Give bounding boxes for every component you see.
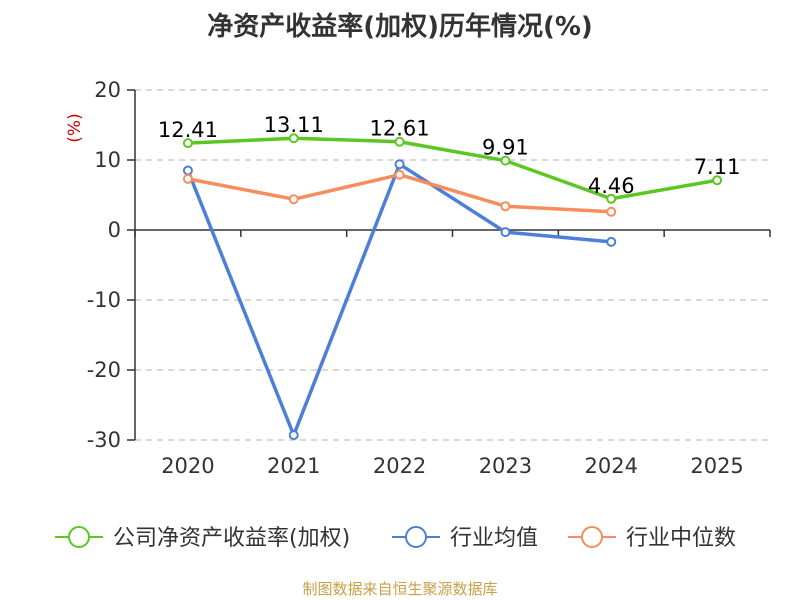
series-line-0	[187, 136, 718, 201]
x-tick-label-2022: 2022	[373, 454, 426, 478]
series-2-point-2024	[606, 206, 617, 217]
y-tick-label--30: -30	[87, 428, 121, 452]
legend-marker-1	[405, 526, 427, 548]
data-label-2023: 9.91	[482, 136, 529, 160]
y-tick-label-10: 10	[94, 148, 121, 172]
series-0-point-2024	[606, 193, 617, 204]
y-tick-label--20: -20	[87, 358, 121, 382]
y-axis-unit-label: (%)	[65, 113, 85, 142]
legend-label-2: 行业中位数	[626, 526, 736, 551]
axes	[127, 89, 771, 441]
series-1-point-2024	[606, 236, 617, 247]
series-0-point-2025	[712, 175, 723, 186]
y-tick-label-0: 0	[108, 218, 121, 242]
legend-label-1: 行业均值	[450, 526, 538, 551]
chart-title: 净资产收益率(加权)历年情况(%)	[207, 12, 593, 42]
series-0-point-2021	[288, 133, 299, 144]
data-label-2024: 4.46	[588, 174, 635, 198]
grid-lines	[135, 89, 770, 441]
x-tick-label-2021: 2021	[267, 454, 320, 478]
series-1-point-2022	[394, 159, 405, 170]
series-lines	[182, 133, 723, 441]
series-0-point-2023	[500, 155, 511, 166]
y-tick-label--10: -10	[87, 288, 121, 312]
series-0-point-2020	[182, 138, 193, 149]
x-tick-label-2023: 2023	[479, 454, 532, 478]
legend-marker-0	[68, 526, 90, 548]
source-note: 制图数据来自恒生聚源数据库	[302, 580, 498, 598]
data-label-2020: 12.41	[158, 118, 218, 142]
legend: 公司净资产收益率(加权) 行业均值 行业中位数	[55, 526, 736, 551]
x-tick-label-2020: 2020	[161, 454, 214, 478]
series-2-point-2020	[182, 173, 193, 184]
series-1-point-2020	[182, 165, 193, 176]
tick-labels: 20 10 0 -10 -20 -30 2020 2021 2022 2023 2024 2025	[87, 78, 744, 478]
x-tick-label-2024: 2024	[585, 454, 638, 478]
data-labels: 12.41 13.11 12.61 9.91 4.46 7.11	[158, 113, 741, 198]
series-2-point-2021	[288, 194, 299, 205]
data-label-2021: 13.11	[264, 113, 324, 137]
legend-marker-2	[581, 526, 603, 548]
series-1-point-2023	[500, 227, 511, 238]
series-2-point-2022	[394, 169, 405, 180]
y-tick-label-20: 20	[94, 78, 121, 102]
legend-label-0: 公司净资产收益率(加权)	[113, 526, 350, 551]
series-1-point-2021	[288, 430, 299, 441]
series-2-point-2023	[500, 201, 511, 212]
x-tick-label-2025: 2025	[690, 454, 743, 478]
series-0-point-2022	[394, 136, 405, 147]
data-label-2022: 12.61	[370, 117, 430, 141]
data-label-2025: 7.11	[694, 155, 741, 179]
series-line-2	[187, 172, 612, 214]
